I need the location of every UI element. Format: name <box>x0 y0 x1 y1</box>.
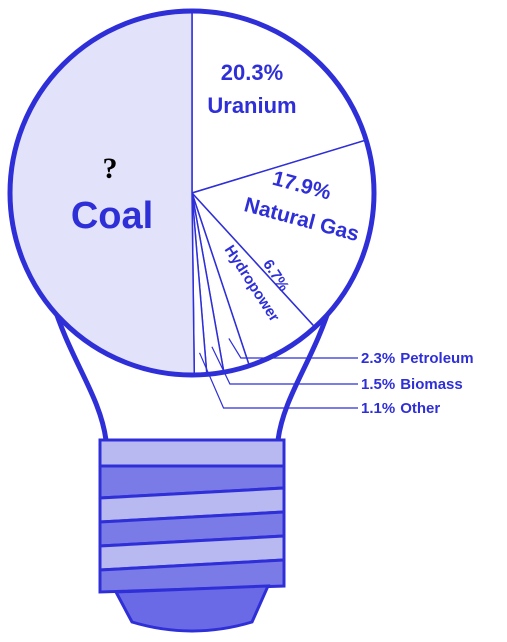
slice-label: 2.3% Petroleum <box>361 350 474 367</box>
category-label: Other <box>400 400 440 417</box>
value-label: 2.3% <box>361 350 395 367</box>
slice-label: 1.5% Biomass <box>361 376 463 393</box>
value-label: 1.5% <box>361 376 395 393</box>
value-label: 20.3% <box>221 60 283 85</box>
category-label: Petroleum <box>400 350 473 367</box>
base-cap <box>116 586 268 631</box>
bulb-base <box>100 440 284 631</box>
category-label: Biomass <box>400 376 463 393</box>
category-label: Uranium <box>207 93 296 118</box>
value-label: 1.1% <box>361 400 395 417</box>
slice-label: 1.1% Other <box>361 400 440 417</box>
annotation: ? <box>103 152 118 185</box>
pie-slice <box>10 11 194 375</box>
chart: ? 20.3%Uranium17.9%Natural Gas6.7%Hydrop… <box>0 0 507 642</box>
base-stripe <box>100 440 284 466</box>
category-label: Coal <box>71 195 153 237</box>
